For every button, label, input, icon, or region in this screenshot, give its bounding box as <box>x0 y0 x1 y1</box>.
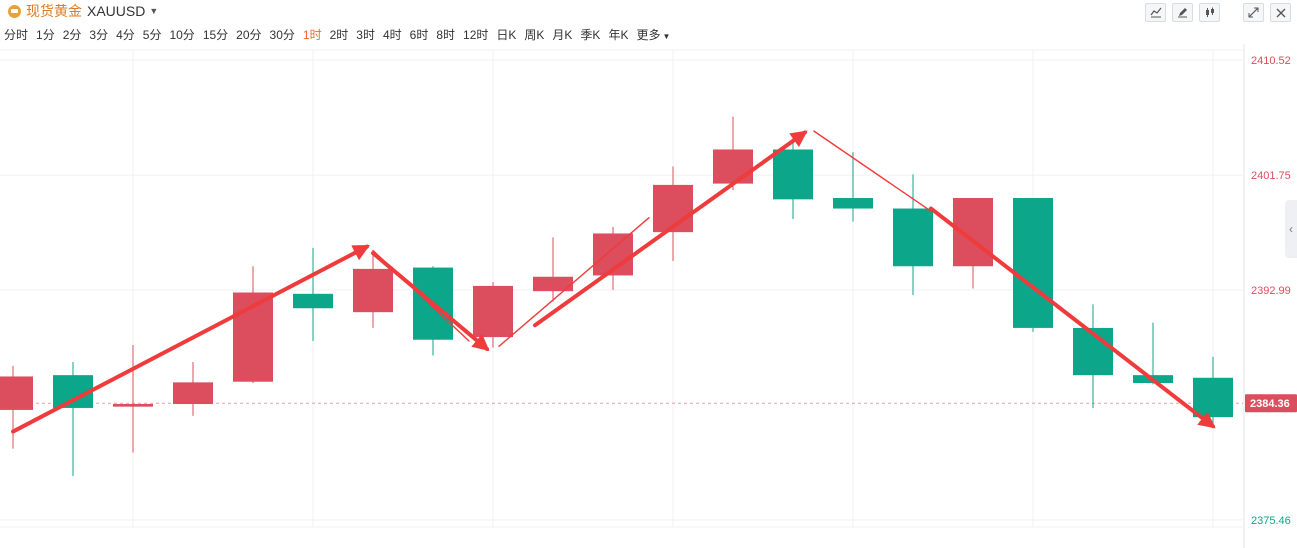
fullscreen-icon[interactable] <box>1243 3 1264 22</box>
candle-body <box>1013 198 1053 328</box>
trend-arrow <box>11 244 370 434</box>
period-tab[interactable]: 4分 <box>116 27 135 42</box>
close-icon[interactable] <box>1270 3 1291 22</box>
candle-body <box>713 149 753 184</box>
candles <box>0 116 1243 477</box>
candle-body <box>173 382 213 405</box>
candle <box>1193 356 1233 428</box>
candle <box>533 237 573 302</box>
period-tab[interactable]: 1分 <box>36 27 55 42</box>
candle <box>653 166 693 262</box>
period-tab[interactable]: 10分 <box>169 27 195 42</box>
candle <box>233 266 273 384</box>
trend-line <box>813 130 932 212</box>
candle <box>893 174 933 296</box>
line-tool-icon[interactable] <box>1145 3 1166 22</box>
period-tabs: 分时 1分 2分 3分 4分 5分 10分 15分 20分 30分 1时 2时 3时 4时 6时 8时 12时日… <box>0 24 674 44</box>
candle <box>1133 322 1173 385</box>
candle <box>413 266 453 356</box>
period-tab[interactable]: 更多 ▼ <box>636 27 671 42</box>
candle-body <box>293 293 333 309</box>
candle-body <box>773 149 813 200</box>
period-tab[interactable]: 3时 <box>356 27 375 42</box>
chevron-down-icon: ▼ <box>149 6 159 16</box>
candle-body <box>893 208 933 267</box>
period-tab[interactable]: 4时 <box>382 27 402 42</box>
candle-body <box>0 376 33 410</box>
toolbar <box>1142 3 1291 22</box>
period-tab[interactable]: 2时 <box>329 27 349 42</box>
candle-body <box>833 198 873 209</box>
y-tick-label: 2375.46 <box>1251 515 1291 527</box>
last-price-tag-bg <box>1245 394 1297 413</box>
candle-body <box>473 285 513 338</box>
candle <box>173 362 213 416</box>
period-tab[interactable]: 2分 <box>62 27 82 42</box>
trend-arrows <box>11 130 1216 434</box>
candle-body <box>533 276 573 292</box>
period-tab[interactable]: 30分 <box>269 27 295 42</box>
collapse-panel-button[interactable]: ‹ <box>1285 200 1297 258</box>
trend-arrow <box>533 130 808 328</box>
period-tab[interactable]: 6时 <box>409 27 429 42</box>
pencil-icon[interactable] <box>1172 3 1193 22</box>
y-tick-label: 2401.75 <box>1251 170 1291 182</box>
candle <box>113 344 153 453</box>
candle <box>713 116 753 191</box>
period-tab[interactable]: 月K <box>552 27 573 42</box>
candle <box>1013 198 1053 332</box>
candles-icon[interactable] <box>1199 3 1220 22</box>
candle <box>1073 304 1113 408</box>
chart-header: 现货黄金 XAUUSD ▼ <box>0 0 1297 22</box>
candle-body <box>1193 377 1233 418</box>
trend-arrow <box>929 206 1216 429</box>
period-tab[interactable]: 20分 <box>236 27 262 42</box>
y-tick-label: 2392.99 <box>1251 285 1291 297</box>
chevron-down-icon: ▼ <box>662 31 671 41</box>
y-tick-label: 2410.52 <box>1251 55 1291 67</box>
period-tab[interactable]: 3分 <box>89 27 109 42</box>
candle <box>353 250 393 328</box>
candle <box>293 247 333 342</box>
period-tab[interactable]: 5分 <box>142 27 162 42</box>
symbol-name: 现货黄金 <box>26 3 82 19</box>
candle <box>833 152 873 222</box>
trend-arrow <box>371 251 490 352</box>
gold-icon <box>8 4 21 18</box>
candle-body <box>113 404 153 407</box>
symbol-code: XAUUSD <box>87 3 146 19</box>
candle <box>0 365 33 449</box>
candle <box>773 133 813 220</box>
period-tab[interactable]: 1时 <box>302 27 322 42</box>
last-price-label: 2384.36 <box>1250 398 1290 410</box>
candle <box>53 362 93 477</box>
chevron-left-icon: ‹ <box>1289 222 1293 236</box>
price-axis: 2410.52 2401.75 2392.99 2375.46 2384.36 <box>1243 44 1297 548</box>
period-tab[interactable]: 8时 <box>436 27 456 42</box>
candle-body <box>353 268 393 313</box>
period-tab[interactable]: 周K <box>524 27 545 42</box>
candle <box>473 281 513 348</box>
trend-line <box>498 217 650 347</box>
symbol-selector[interactable]: 现货黄金 XAUUSD ▼ <box>8 1 158 21</box>
grid-lines <box>0 49 1243 528</box>
period-tab[interactable]: 12时 <box>463 27 489 42</box>
period-tab[interactable]: 年K <box>608 27 629 42</box>
period-tab[interactable]: 15分 <box>202 27 229 42</box>
period-tab[interactable]: 季K <box>580 27 601 42</box>
period-tab[interactable]: 日K <box>496 27 517 42</box>
period-tab[interactable]: 分时 <box>4 27 29 42</box>
